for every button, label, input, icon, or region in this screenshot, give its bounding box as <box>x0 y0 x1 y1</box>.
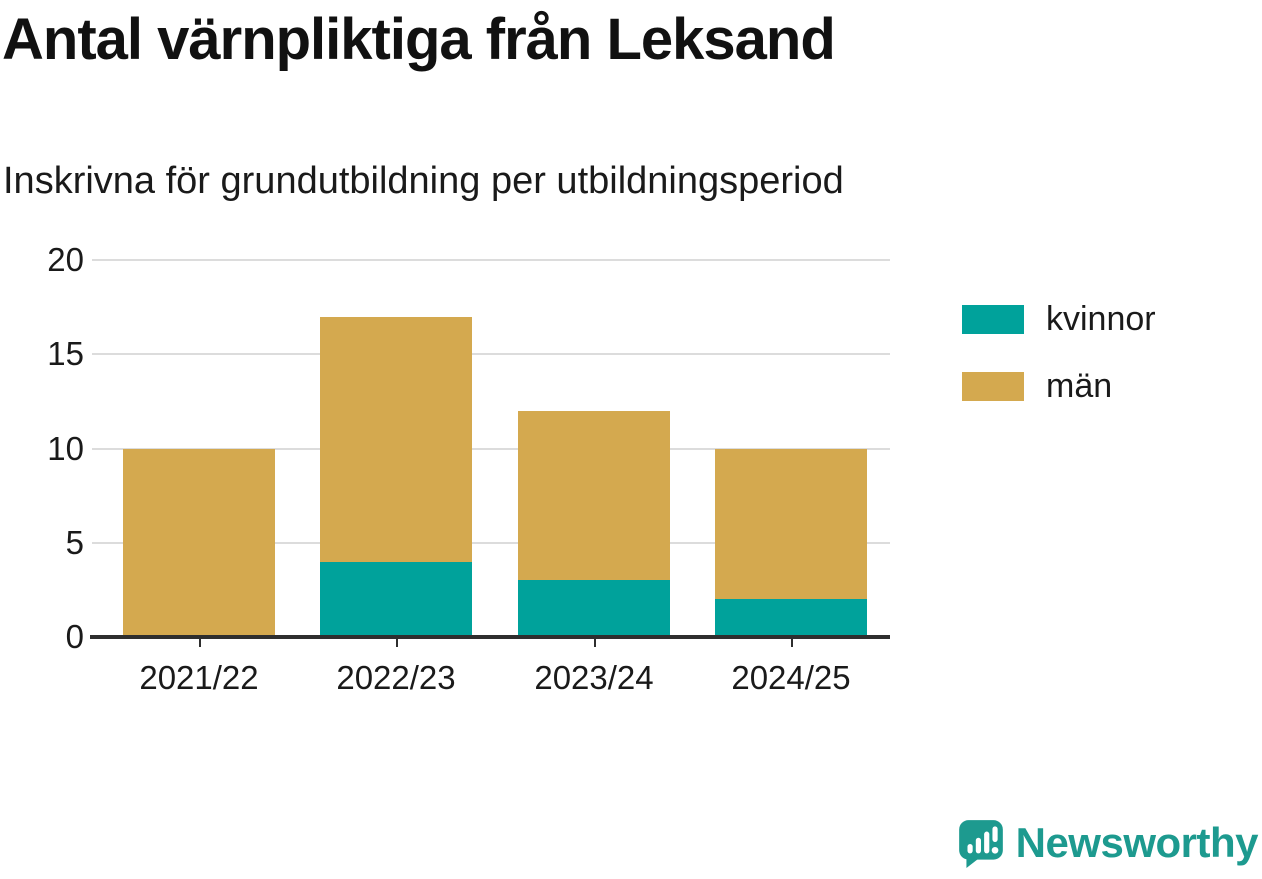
bar-column-2022/23 <box>320 260 472 637</box>
y-tick-label: 15 <box>47 335 84 372</box>
gridline-15 <box>92 353 890 356</box>
gridline-5 <box>92 541 890 544</box>
bar-segment-män <box>518 410 670 581</box>
x-axis-line <box>90 635 890 639</box>
chart-subtitle: Inskrivna för grundutbildning per utbild… <box>3 160 844 202</box>
legend-item-kvinnor: kvinnor <box>962 300 1156 339</box>
y-tick-label: 10 <box>47 430 84 467</box>
x-tick-label: 2022/23 <box>336 659 456 696</box>
gridline-20 <box>92 259 890 261</box>
y-tick-label: 5 <box>65 524 84 561</box>
bar-segment-män <box>123 448 275 637</box>
bar-segment-kvinnor <box>320 561 472 637</box>
x-tick-label: 2021/22 <box>139 659 259 696</box>
newsworthy-branding: Newsworthy <box>956 817 1259 869</box>
bar-segment-män <box>320 316 472 562</box>
bar-column-2023/24 <box>518 260 670 637</box>
x-axis-tick <box>396 639 398 647</box>
legend-swatch-män <box>962 372 1024 401</box>
x-tick-label: 2023/24 <box>534 659 654 696</box>
x-tick-label: 2024/25 <box>731 659 851 696</box>
legend-label: kvinnor <box>1046 300 1156 338</box>
plot-area <box>90 259 890 647</box>
bar-segment-män <box>715 448 867 600</box>
bar-column-2021/22 <box>123 260 275 637</box>
bar-segment-kvinnor <box>518 580 670 637</box>
legend-item-män: män <box>962 367 1156 406</box>
legend-label: män <box>1046 367 1113 405</box>
legend-swatch-kvinnor <box>962 305 1024 334</box>
x-axis-tick <box>594 639 596 647</box>
y-tick-label: 20 <box>47 241 84 278</box>
bar-segment-kvinnor <box>715 599 867 637</box>
chart-title: Antal värnpliktiga från Leksand <box>2 7 836 72</box>
newsworthy-logo-icon <box>958 820 1003 868</box>
bar-column-2024/25 <box>715 260 867 637</box>
gridline-10 <box>92 447 890 450</box>
x-axis-tick <box>199 639 201 647</box>
x-axis-tick <box>791 639 793 647</box>
newsworthy-wordmark: Newsworthy <box>1015 819 1259 866</box>
y-tick-label: 0 <box>65 618 84 655</box>
chart-legend: kvinnor män <box>962 300 1156 434</box>
